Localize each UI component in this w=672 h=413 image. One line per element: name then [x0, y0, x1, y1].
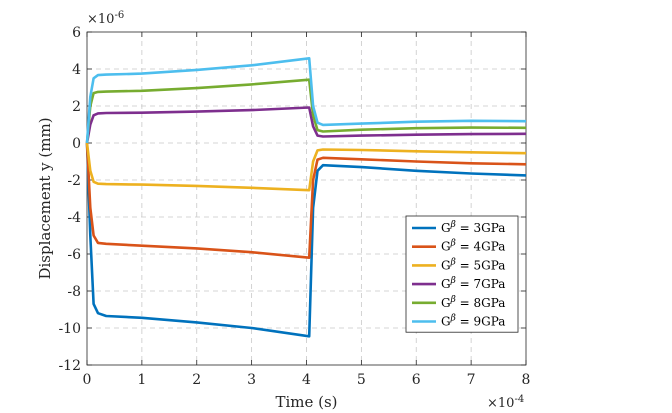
y-tick-label: -12: [58, 358, 81, 374]
y-tick-label: 2: [72, 99, 81, 115]
y-tick-label: -2: [67, 173, 81, 189]
x-tick-label: 7: [467, 372, 476, 388]
legend-entry: Gβ = 3GPa: [441, 220, 505, 235]
x-tick-label: 2: [192, 372, 201, 388]
legend-entry: Gβ = 5GPa: [441, 257, 505, 272]
y-tick-label: 4: [72, 62, 81, 78]
y-tick-label: -6: [67, 247, 81, 263]
series-line-5gpa: [85, 142, 527, 192]
y-tick-label: 6: [72, 25, 81, 41]
legend-box: [405, 215, 519, 333]
x-tick-label: 5: [357, 372, 366, 388]
y-tick-label: -10: [58, 321, 81, 337]
series-lines: [85, 57, 527, 338]
x-tick-label: 0: [83, 372, 92, 388]
x-multiplier-exponent: -4: [514, 394, 524, 405]
y-multiplier-base: ×10: [87, 12, 114, 27]
x-axis-multiplier: ×10-4: [487, 394, 524, 411]
y-tick-label: 0: [72, 136, 81, 152]
legend-entry: Gβ = 9GPa: [441, 314, 505, 329]
legend-entry: Gβ = 4GPa: [441, 239, 505, 254]
grid-lines: [87, 32, 526, 365]
series-line-4gpa: [85, 142, 527, 259]
legend: Gβ = 3GPa Gβ = 4GPa Gβ = 5GPa Gβ = 7GPa Gβ =…: [405, 215, 519, 333]
series-line-9gpa: [85, 57, 527, 144]
series-line-8gpa: [85, 78, 527, 144]
y-axis-multiplier: ×10-6: [87, 10, 124, 27]
x-tick-label: 3: [247, 372, 256, 388]
x-tick-label: 4: [302, 372, 311, 388]
x-tick-label: 6: [412, 372, 421, 388]
y-multiplier-exponent: -6: [114, 10, 124, 21]
legend-entry: Gβ = 8GPa: [441, 295, 505, 310]
y-tick-label: -4: [67, 210, 81, 226]
x-multiplier-base: ×10: [487, 396, 514, 411]
legend-entry: Gβ = 7GPa: [441, 276, 505, 291]
x-axis-label: Time (s): [275, 393, 337, 411]
series-line-3gpa: [85, 142, 527, 338]
y-axis-label: Displacement y (mm): [36, 117, 54, 279]
axis-ticks: 0 1 2 3 4 5 6 7 8 -12 -10 -8 -6 -4 -2 0 2 4 6: [58, 25, 530, 388]
x-tick-label: 1: [137, 372, 146, 388]
series-line-7gpa: [85, 106, 527, 144]
y-tick-label: -8: [67, 284, 81, 300]
x-tick-label: 8: [522, 372, 531, 388]
